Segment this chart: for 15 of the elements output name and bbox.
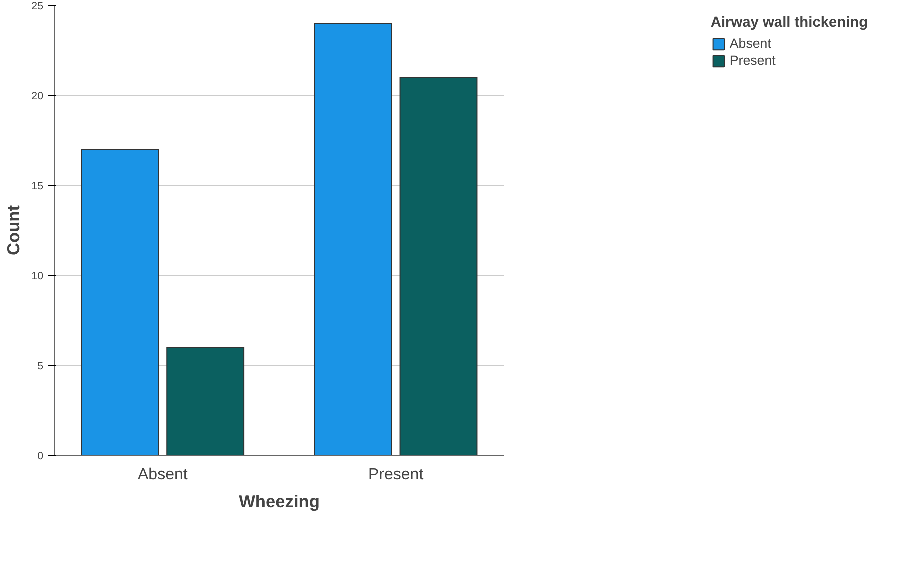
y-axis-title: Count — [4, 205, 24, 256]
bar — [81, 149, 160, 456]
legend-title: Airway wall thickening — [710, 15, 868, 31]
y-tick-label: 5 — [38, 360, 44, 372]
x-axis-title: Wheezing — [239, 492, 320, 512]
y-tick-label: 0 — [38, 450, 44, 462]
bar — [166, 347, 245, 456]
y-tick-label: 25 — [32, 0, 44, 12]
legend-label: Absent — [730, 36, 772, 51]
bar — [400, 77, 478, 456]
y-tick-label: 20 — [32, 90, 44, 102]
legend-label: Present — [730, 53, 776, 68]
y-tick-label: 10 — [32, 270, 44, 282]
y-tick-label: 15 — [32, 180, 44, 192]
bar — [314, 23, 392, 456]
